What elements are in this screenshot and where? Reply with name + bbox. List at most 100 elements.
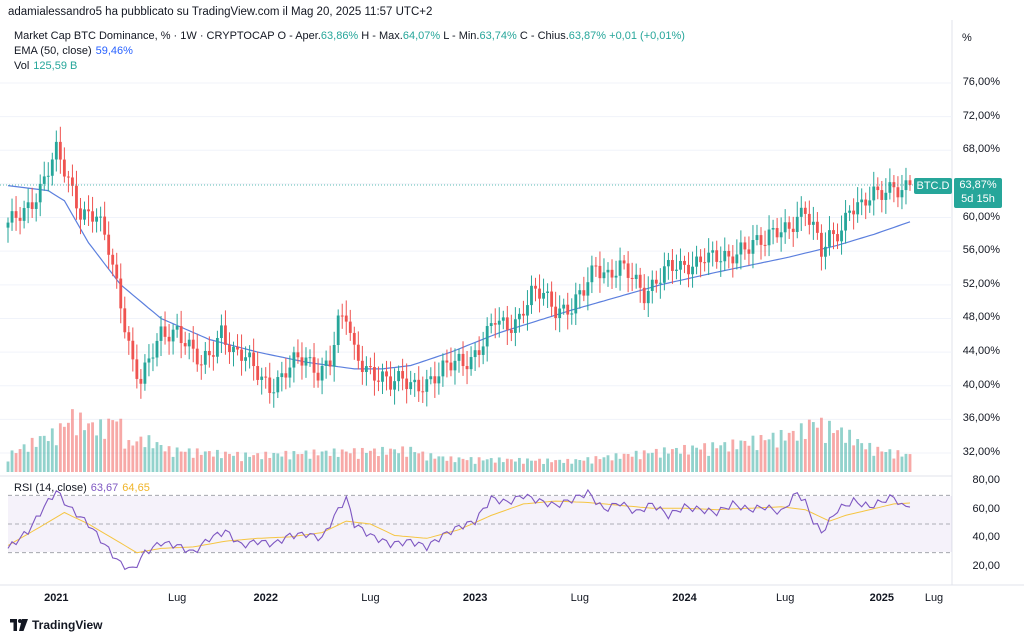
volume-bar (590, 463, 594, 472)
ema-line (7, 185, 911, 370)
vol-legend[interactable]: Vol 125,59 B (14, 60, 77, 72)
volume-bar (171, 456, 175, 472)
candle-body (707, 252, 711, 263)
volume-bar (393, 449, 396, 472)
bar-countdown: 5d 15h (961, 193, 995, 205)
volume-bar (99, 419, 103, 472)
ema-value: 59,46% (95, 45, 133, 57)
candle-body (558, 308, 562, 319)
candle-body (272, 392, 276, 394)
volume-bar (811, 422, 815, 472)
ema-legend[interactable]: EMA (50, close) 59,46% (14, 45, 133, 57)
volume-bar (159, 445, 163, 472)
volume-bar (864, 449, 868, 472)
candle-body (111, 254, 115, 265)
volume-bar (711, 442, 715, 472)
candle-body (75, 185, 78, 209)
price-tick-label: 76,00% (962, 76, 1000, 88)
volume-bar (489, 458, 493, 472)
volume-bar (666, 453, 670, 472)
volume-bar (397, 453, 401, 472)
candle-body (320, 365, 324, 381)
candle-body (534, 285, 537, 289)
candle-body (397, 371, 401, 382)
volume-bar (6, 461, 10, 472)
candle-body (658, 282, 662, 284)
volume-bar (860, 443, 864, 472)
tradingview-footer[interactable]: TradingView (10, 618, 102, 632)
candle-body (610, 269, 614, 278)
volume-bar (699, 449, 703, 472)
candle-body (622, 260, 626, 264)
volume-bar (654, 448, 658, 472)
volume-bar (151, 448, 155, 472)
volume-bar (445, 460, 449, 472)
volume-bar (433, 458, 437, 472)
open-label: O - Aper. (277, 30, 321, 42)
candle-body (91, 211, 94, 222)
candle-body (791, 228, 795, 232)
volume-bar (18, 449, 22, 472)
candle-body (385, 371, 388, 377)
volume-bar (461, 458, 465, 472)
candle-body (296, 352, 300, 358)
scale-unit-label[interactable]: % (962, 32, 972, 44)
volume-bar (260, 459, 264, 472)
candle-body (199, 364, 203, 366)
ema-label: EMA (50, close) (14, 45, 92, 57)
volume-bar (614, 453, 618, 472)
candle-body (679, 260, 682, 270)
candle-body (751, 240, 755, 254)
volume-bar (791, 430, 795, 472)
volume-bar (300, 453, 304, 472)
candle-body (413, 379, 417, 383)
candle-body (715, 250, 719, 262)
symbol-price-tag[interactable]: BTC.D (914, 178, 952, 194)
volume-bar (671, 449, 674, 472)
candle-body (352, 332, 356, 345)
candle-body (373, 367, 376, 381)
candle-body (590, 265, 594, 283)
volume-bar (582, 460, 586, 472)
volume-bar (771, 432, 775, 472)
candle-body (30, 202, 34, 209)
volume-bar (332, 448, 336, 472)
candle-body (66, 176, 70, 178)
volume-bar (95, 435, 98, 472)
candle-body (840, 230, 843, 242)
candle-body (445, 360, 449, 363)
volume-bar (775, 447, 779, 472)
volume-bar (103, 438, 107, 472)
rsi-legend[interactable]: RSI (14, close) 63,67 64,65 (14, 482, 150, 494)
candle-body (191, 339, 195, 349)
candle-body (719, 261, 723, 263)
volume-bar (195, 448, 199, 472)
volume-bar (62, 426, 66, 472)
publication-header: adamialessandro5 ha pubblicato su Tradin… (8, 6, 433, 18)
time-tick-label: Lug (775, 592, 795, 604)
candle-body (155, 340, 159, 358)
volume-bar (650, 452, 654, 472)
close-value: 63,87% (568, 30, 607, 42)
volume-bar (832, 433, 835, 472)
volume-bar (465, 460, 469, 472)
candle-body (538, 288, 541, 299)
candle-body (517, 313, 521, 320)
candle-body (675, 269, 678, 271)
candle-body (187, 339, 191, 347)
volume-bar (272, 452, 276, 472)
candle-body (304, 357, 308, 366)
volume-bar (441, 456, 445, 472)
volume-bar (723, 442, 727, 472)
main-legend[interactable]: Market Cap BTC Dominance, % · 1W · CRYPT… (14, 30, 685, 42)
candle-body (566, 304, 570, 315)
candle-body (163, 326, 167, 337)
candle-body (550, 291, 554, 307)
last-price-tag[interactable]: 63,87% 5d 15h (954, 178, 1002, 208)
volume-bar (348, 453, 352, 472)
volume-bar (127, 440, 131, 472)
volume-bar (868, 442, 872, 472)
volume-bar (131, 445, 135, 472)
candle-body (119, 278, 123, 309)
